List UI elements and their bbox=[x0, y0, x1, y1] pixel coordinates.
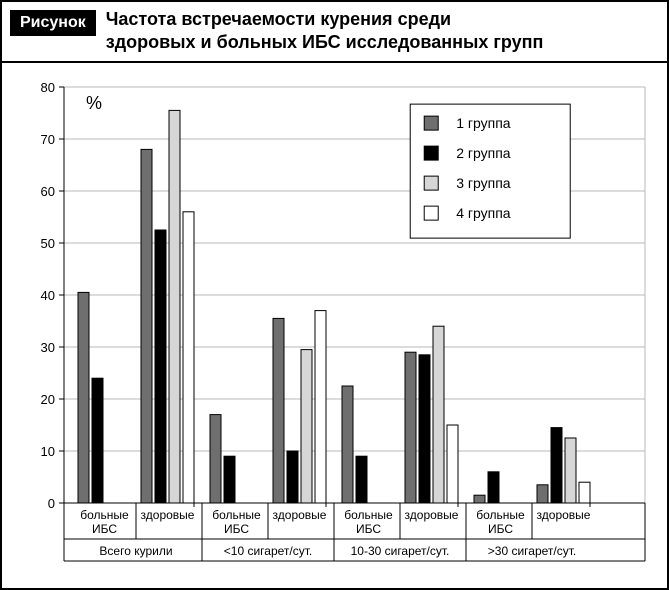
svg-text:10-30 сигарет/сут.: 10-30 сигарет/сут. bbox=[351, 544, 450, 558]
svg-text:40: 40 bbox=[41, 288, 55, 303]
svg-text:ИБС: ИБС bbox=[488, 522, 513, 536]
bar bbox=[433, 326, 444, 503]
bar bbox=[565, 438, 576, 503]
svg-text:ИБС: ИБС bbox=[224, 522, 249, 536]
bar bbox=[141, 149, 152, 503]
bar bbox=[315, 311, 326, 503]
bar bbox=[342, 386, 353, 503]
bar bbox=[551, 428, 562, 503]
svg-text:здоровые: здоровые bbox=[141, 508, 195, 522]
legend-swatch bbox=[424, 206, 438, 220]
legend-swatch bbox=[424, 176, 438, 190]
bar bbox=[169, 110, 180, 503]
bar bbox=[356, 456, 367, 503]
svg-text:ИБС: ИБС bbox=[356, 522, 381, 536]
figure-title: Частота встречаемости курения среди здор… bbox=[106, 8, 544, 53]
bar bbox=[155, 230, 166, 503]
svg-text:больные: больные bbox=[476, 508, 525, 522]
svg-text:30: 30 bbox=[41, 340, 55, 355]
svg-text:70: 70 bbox=[41, 132, 55, 147]
title-line-1: Частота встречаемости курения среди bbox=[106, 9, 451, 29]
bar bbox=[537, 485, 548, 503]
legend-swatch bbox=[424, 146, 438, 160]
bar bbox=[92, 378, 103, 503]
bar bbox=[474, 495, 485, 503]
svg-text:больные: больные bbox=[212, 508, 261, 522]
svg-text:ИБС: ИБС bbox=[92, 522, 117, 536]
svg-text:0: 0 bbox=[48, 496, 55, 511]
bar bbox=[78, 292, 89, 503]
figure-container: Рисунок Частота встречаемости курения ср… bbox=[0, 0, 669, 590]
svg-text:<10 сигарет/сут.: <10 сигарет/сут. bbox=[224, 544, 312, 558]
bar bbox=[210, 415, 221, 503]
svg-text:здоровые: здоровые bbox=[405, 508, 459, 522]
bar bbox=[579, 482, 590, 503]
bar bbox=[224, 456, 235, 503]
legend-label: 2 группа bbox=[456, 145, 511, 161]
svg-text:здоровые: здоровые bbox=[537, 508, 591, 522]
svg-text:здоровые: здоровые bbox=[273, 508, 327, 522]
bar bbox=[301, 350, 312, 503]
svg-text:50: 50 bbox=[41, 236, 55, 251]
bar bbox=[183, 212, 194, 503]
svg-text:80: 80 bbox=[41, 80, 55, 95]
figure-header: Рисунок Частота встречаемости курения ср… bbox=[2, 2, 667, 63]
svg-text:>30 сигарет/сут.: >30 сигарет/сут. bbox=[488, 544, 576, 558]
svg-text:%: % bbox=[86, 93, 102, 113]
figure-badge: Рисунок bbox=[10, 10, 96, 36]
bar bbox=[405, 352, 416, 503]
bar bbox=[447, 425, 458, 503]
bar bbox=[488, 472, 499, 503]
svg-text:больные: больные bbox=[80, 508, 129, 522]
legend-label: 1 группа bbox=[456, 115, 511, 131]
bar bbox=[273, 318, 284, 503]
svg-text:20: 20 bbox=[41, 392, 55, 407]
svg-text:больные: больные bbox=[344, 508, 393, 522]
svg-text:10: 10 bbox=[41, 444, 55, 459]
title-line-2: здоровых и больных ИБС исследованных гру… bbox=[106, 32, 544, 52]
bar-chart: 01020304050607080%больныеИБСздоровыеболь… bbox=[16, 73, 657, 573]
bar bbox=[287, 451, 298, 503]
chart-area: 01020304050607080%больныеИБСздоровыеболь… bbox=[2, 63, 667, 579]
legend-label: 3 группа bbox=[456, 175, 511, 191]
svg-text:Всего курили: Всего курили bbox=[99, 544, 172, 558]
bar bbox=[419, 355, 430, 503]
legend-label: 4 группа bbox=[456, 205, 511, 221]
legend-swatch bbox=[424, 116, 438, 130]
svg-text:60: 60 bbox=[41, 184, 55, 199]
